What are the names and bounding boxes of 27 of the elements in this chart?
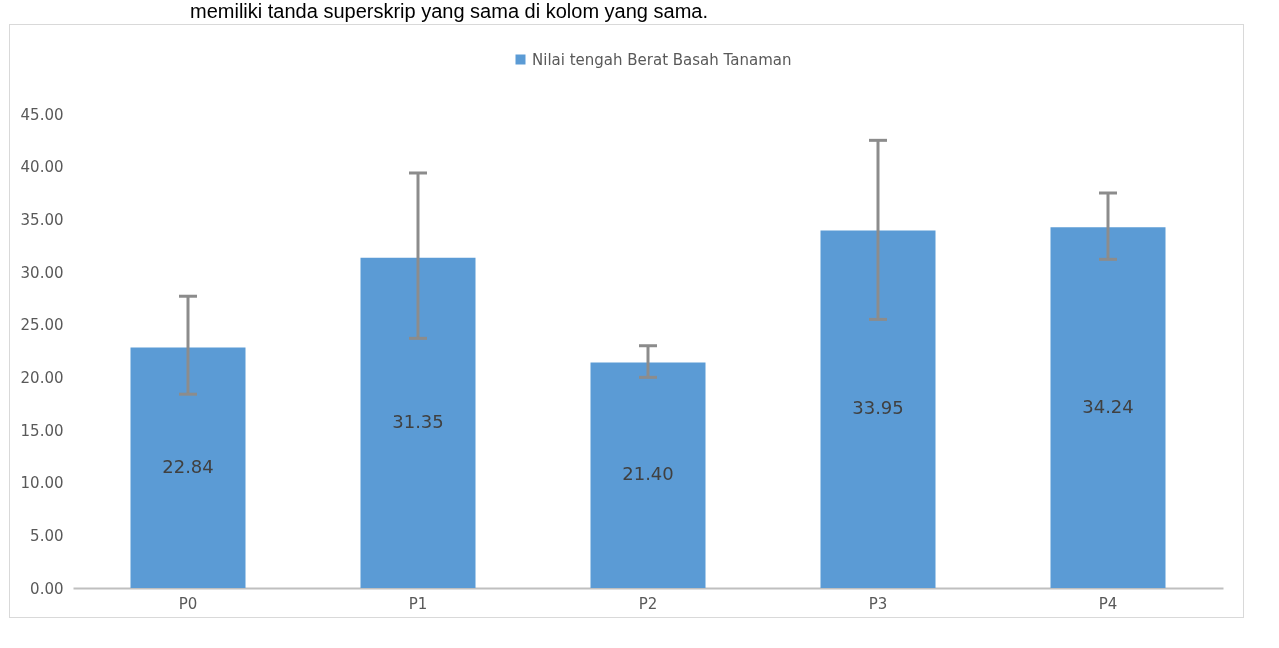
y-tick-label: 10.00 <box>20 474 64 493</box>
bar <box>1050 227 1166 588</box>
text: 21.40 <box>622 463 674 485</box>
legend-label: Nilai tengah Berat Basah Tanaman <box>532 50 792 69</box>
y-tick-label: 45.00 <box>20 105 64 124</box>
bar <box>130 347 246 588</box>
text: 22.84 <box>162 455 214 477</box>
y-tick-label: 0.00 <box>30 579 64 598</box>
x-tick-label: P3 <box>868 594 888 613</box>
y-tick-label: 5.00 <box>30 526 64 545</box>
x-tick-label: P2 <box>638 594 658 613</box>
text: 34.24 <box>1082 395 1134 417</box>
bar <box>360 257 476 588</box>
bar <box>820 230 936 588</box>
y-tick-label: 15.00 <box>20 421 64 440</box>
x-tick-label: P1 <box>408 594 428 613</box>
y-tick-label: 30.00 <box>20 263 64 282</box>
x-tick-label: P0 <box>178 594 198 613</box>
text: 31.35 <box>392 410 444 432</box>
y-tick-label: 40.00 <box>20 158 64 177</box>
bar <box>590 362 706 588</box>
text: 33.95 <box>852 397 904 419</box>
x-tick-label: P4 <box>1098 594 1118 613</box>
y-tick-label: 35.00 <box>20 210 64 229</box>
y-tick-label: 25.00 <box>20 316 64 335</box>
y-tick-label: 20.00 <box>20 368 64 387</box>
text: memiliki tanda superskrip yang sama di kolom yang sama. <box>190 0 708 22</box>
